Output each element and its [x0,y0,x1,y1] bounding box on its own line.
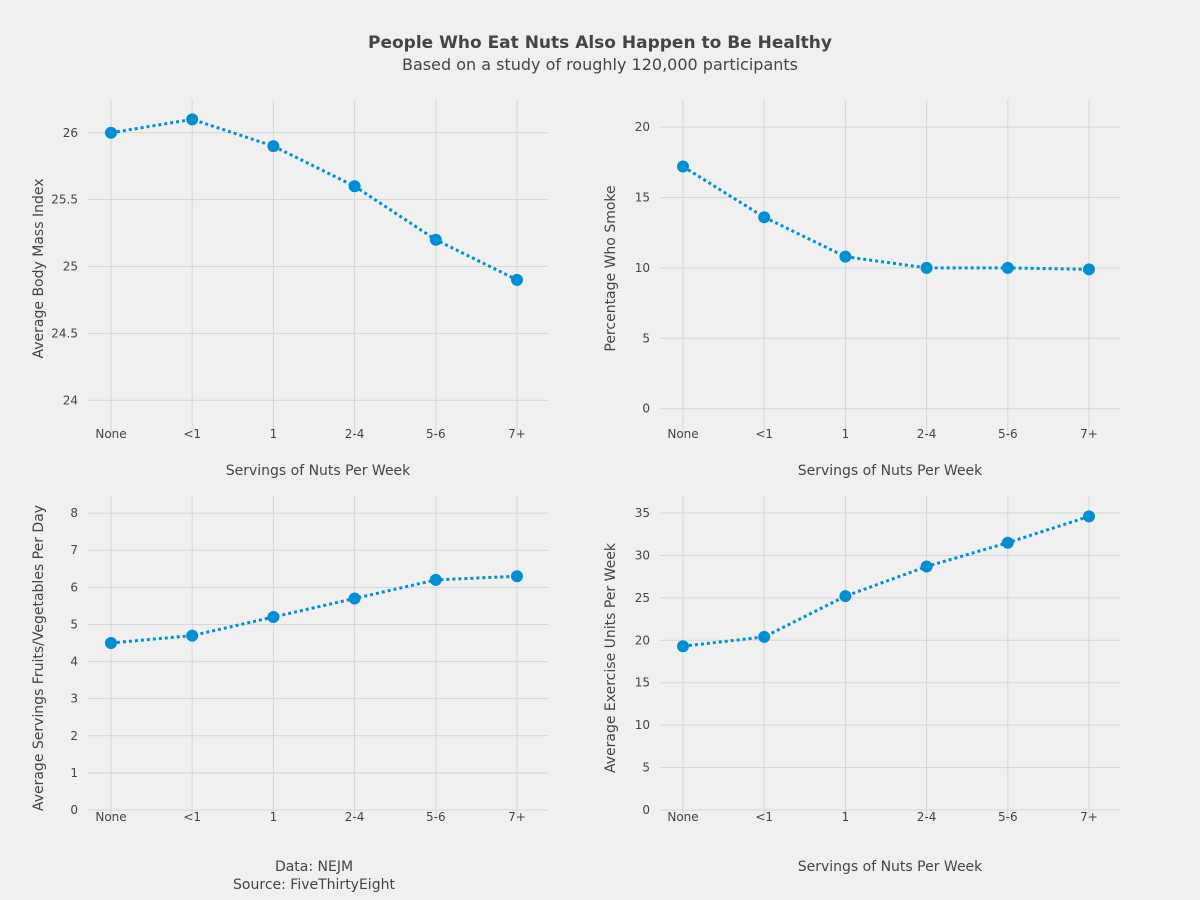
y-axis-title: Average Body Mass Index [31,179,47,359]
data-point [758,630,771,643]
fruits-vegetables-chart: 0 1 2 3 4 5 6 7 8 None <1 1 2-4 5-6 7+ Average Servings… [31,496,548,824]
data-point [1083,510,1095,523]
x-tick-label: 2-4 [345,427,365,441]
data-point [429,573,442,586]
exercise-chart: 0 5 10 15 20 25 30 35 None <1 1 2-4 5-6 7+ Servings of… [603,496,1120,875]
x-tick-label: 7+ [508,427,526,441]
series-line [110,574,518,645]
x-tick-label: None [95,810,126,824]
title-block: People Who Eat Nuts Also Happen to Be He… [0,31,1200,75]
x-tick-label: <1 [755,810,773,824]
smoking-chart: 0 5 10 15 20 None <1 1 2-4 5-6 7+ Servings of Nuts … [603,100,1120,479]
y-tick-label: 20 [635,120,650,134]
y-tick-label: 35 [635,506,650,520]
x-tick-label: 7+ [1080,810,1098,824]
y-tick-label: 10 [635,261,650,275]
series-line [110,117,518,282]
data-point [267,140,280,153]
x-tick-label: 5-6 [426,427,446,441]
y-tick-label: 25 [63,260,78,274]
data-point [1083,263,1095,276]
x-tick-label: 2-4 [345,810,365,824]
x-tick-label: None [95,427,126,441]
data-point [348,592,361,605]
bmi-chart: 24 24.5 25 25.5 26 None <1 1 2-4 5-6 7+ Servings of… [31,100,548,479]
x-axis-title: Servings of Nuts Per Week [798,463,983,479]
x-tick-label: None [667,427,698,441]
series-line [682,514,1090,648]
x-tick-label: <1 [183,810,201,824]
y-tick-label: 5 [642,331,650,345]
data-point [105,126,117,139]
x-tick-label: 2-4 [917,810,937,824]
y-axis-title: Average Servings Fruits/Vegetables Per D… [31,505,47,811]
y-tick-label: 1 [70,766,78,780]
data-point [1001,261,1014,274]
y-tick-label: 25.5 [51,193,78,207]
data-point [511,273,523,286]
y-tick-label: 20 [635,633,650,647]
data-point [677,160,689,173]
data-point [267,611,280,624]
x-tick-label: None [667,810,698,824]
data-source-label: Data: NEJM [275,859,353,875]
x-tick-label: 5-6 [998,810,1018,824]
x-axis-title: Servings of Nuts Per Week [226,463,411,479]
data-point [186,113,199,126]
data-point [839,250,852,263]
y-tick-label: 0 [642,803,650,817]
data-point [677,640,689,653]
y-tick-label: 3 [70,692,78,706]
y-tick-label: 4 [70,655,78,669]
y-axis-title: Percentage Who Smoke [603,185,619,351]
y-tick-label: 2 [70,729,78,743]
x-tick-label: 5-6 [998,427,1018,441]
x-tick-label: 1 [270,810,278,824]
y-axis-title: Average Exercise Units Per Week [603,542,619,773]
source-credit-label: Source: FiveThirtyEight [233,877,395,893]
data-point [920,261,933,274]
data-point [758,211,771,224]
y-tick-label: 26 [63,126,78,140]
x-axis-title: Servings of Nuts Per Week [798,859,983,875]
data-point [429,233,442,246]
y-tick-label: 24.5 [51,326,78,340]
y-tick-label: 5 [642,761,650,775]
y-tick-label: 8 [70,506,78,520]
y-tick-label: 6 [70,580,78,594]
data-point [105,637,117,650]
data-point [348,180,361,193]
y-tick-label: 15 [635,676,650,690]
chart-subtitle: Based on a study of roughly 120,000 part… [402,55,798,74]
x-tick-label: <1 [183,427,201,441]
x-tick-label: 7+ [1080,427,1098,441]
x-tick-label: 2-4 [917,427,937,441]
y-tick-label: 7 [70,543,78,557]
y-tick-label: 10 [635,718,650,732]
x-tick-label: 1 [842,427,850,441]
x-tick-label: 1 [270,427,278,441]
data-point [1001,536,1014,549]
x-tick-label: <1 [755,427,773,441]
y-tick-label: 30 [635,548,650,562]
x-tick-label: 5-6 [426,810,446,824]
data-point [186,629,199,642]
y-tick-label: 25 [635,591,650,605]
y-tick-label: 24 [63,393,78,407]
x-tick-label: 1 [842,810,850,824]
chart-title: People Who Eat Nuts Also Happen to Be He… [368,33,832,53]
y-tick-label: 0 [642,402,650,416]
data-point [839,590,852,603]
data-point [920,560,933,573]
series-line [682,165,1090,271]
y-tick-label: 15 [635,191,650,205]
data-point [511,570,523,583]
y-tick-label: 5 [70,617,78,631]
x-tick-label: 7+ [508,810,526,824]
y-tick-label: 0 [70,803,78,817]
